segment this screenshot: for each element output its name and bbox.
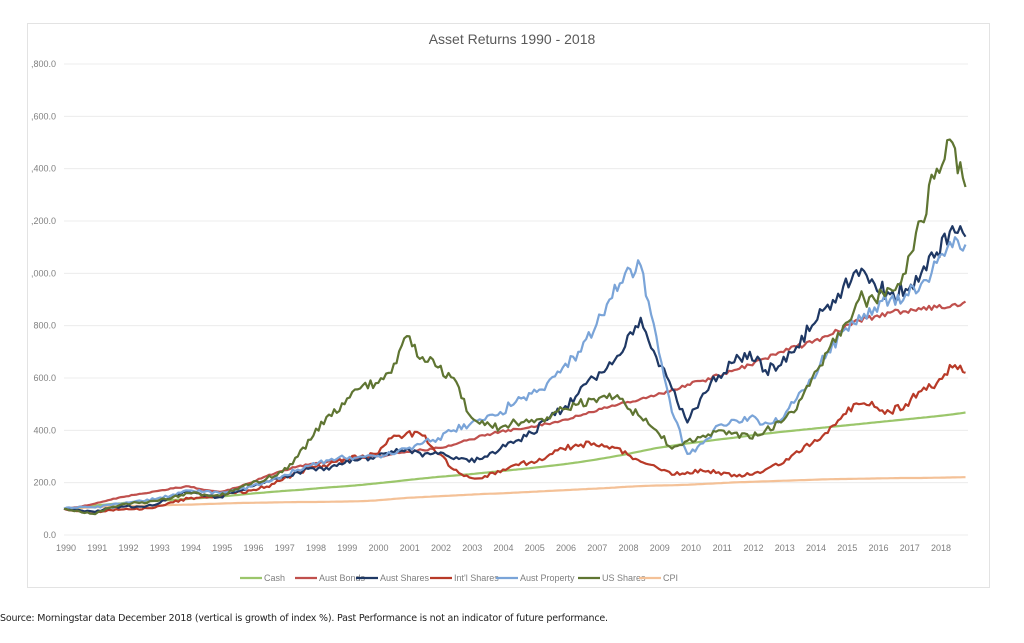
x-tick-label: 1998 [306,543,326,553]
x-tick-label: 2015 [837,543,857,553]
y-tick-label: ,800.0 [31,59,56,69]
x-tick-label: 2000 [368,543,388,553]
x-tick-label: 2016 [868,543,888,553]
chart-title: Asset Returns 1990 - 2018 [429,31,596,47]
x-axis-ticks: 1990 1991 1992 1993 1994 1995 1996 1997 1998 1999… [56,543,951,553]
y-axis-ticks: 0.0 200.0 400.0 600.0 800.0 ,000.0 ,200.0 ,400.… [31,59,56,540]
series-line-aust-bonds [63,300,967,510]
x-tick-label: 1990 [56,543,76,553]
x-tick-label: 2002 [431,543,451,553]
legend-label: Aust Shares [380,573,430,583]
x-tick-label: 1991 [87,543,107,553]
series-line-us-shares [63,138,967,516]
gridlines [64,63,968,536]
series-lines [63,138,967,516]
y-tick-label: 600.0 [33,373,56,383]
x-tick-label: 1993 [150,543,170,553]
legend-label: US Shares [602,573,646,583]
y-tick-label: 800.0 [33,321,56,331]
y-tick-label: 0.0 [43,530,56,540]
x-tick-label: 2013 [775,543,795,553]
x-tick-label: 2001 [400,543,420,553]
series-line-aust-property [63,236,967,510]
source-footnote: Source: Morningstar data December 2018 (… [0,613,608,624]
legend-label: Int'l Shares [454,573,499,583]
x-tick-label: 2018 [931,543,951,553]
x-tick-label: 2011 [713,543,732,553]
x-tick-label: 2010 [681,543,701,553]
legend-label: CPI [663,573,678,583]
x-tick-label: 1997 [275,543,295,553]
x-tick-label: 2009 [650,543,670,553]
legend-label: Aust Property [520,573,575,583]
y-tick-label: ,000.0 [31,268,56,278]
x-tick-label: 2005 [525,543,545,553]
x-tick-label: 2003 [462,543,482,553]
x-tick-label: 2004 [493,543,513,553]
y-tick-label: 400.0 [33,425,56,435]
x-tick-label: 1994 [181,543,201,553]
y-tick-label: ,400.0 [31,164,56,174]
x-tick-label: 2017 [900,543,920,553]
x-tick-label: 1999 [337,543,357,553]
x-tick-label: 2008 [618,543,638,553]
x-tick-label: 2006 [556,543,576,553]
x-tick-label: 2014 [806,543,826,553]
x-tick-label: 2007 [587,543,607,553]
x-tick-label: 1995 [212,543,232,553]
legend-label: Cash [264,573,285,583]
y-tick-label: 200.0 [33,478,56,488]
series-line-cpi [63,476,966,510]
x-tick-label: 1992 [118,543,138,553]
y-tick-label: ,200.0 [31,216,56,226]
y-tick-label: ,600.0 [31,111,56,121]
series-line-aust-shares [63,225,967,514]
x-tick-label: 2012 [743,543,763,553]
legend: Cash Aust Bonds Aust Shares Int'l Shares Aus… [240,573,678,583]
x-tick-label: 1996 [243,543,263,553]
legend-label: Aust Bonds [319,573,366,583]
